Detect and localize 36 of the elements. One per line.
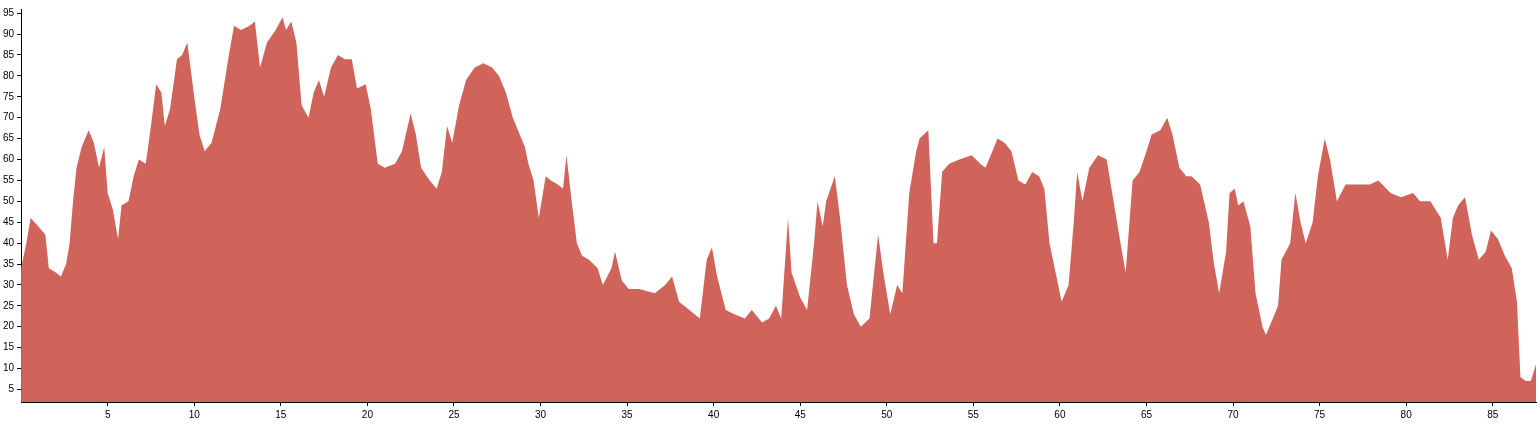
y-tick-label: 95 xyxy=(3,6,15,18)
x-tick-label: 70 xyxy=(1227,408,1240,420)
y-tick-label: 10 xyxy=(3,362,15,374)
y-tick-label: 35 xyxy=(3,257,15,269)
y-tick-label: 50 xyxy=(3,195,15,207)
y-tick-label: 15 xyxy=(3,341,15,353)
x-tick-label: 60 xyxy=(1054,408,1066,420)
y-tick-label: 20 xyxy=(3,320,15,332)
y-tick-label: 40 xyxy=(3,236,15,248)
x-tick-label: 20 xyxy=(361,408,374,420)
x-tick-label: 10 xyxy=(188,408,201,420)
y-tick-label: 65 xyxy=(3,132,15,144)
y-tick-label: 25 xyxy=(3,299,15,311)
x-tick-label: 65 xyxy=(1140,408,1153,420)
x-tick-label: 30 xyxy=(534,408,547,420)
y-tick-label: 60 xyxy=(3,153,15,165)
x-tick-label: 15 xyxy=(275,408,287,420)
x-tick-label: 25 xyxy=(448,408,460,420)
y-tick-label: 90 xyxy=(3,27,15,39)
y-tick-label: 85 xyxy=(3,48,15,60)
x-tick-label: 45 xyxy=(794,408,807,420)
x-tick-label: 55 xyxy=(967,408,980,420)
x-tick-label: 80 xyxy=(1400,408,1413,420)
y-tick-label: 5 xyxy=(8,383,15,395)
y-tick-label: 70 xyxy=(3,111,15,123)
x-tick-label: 40 xyxy=(708,408,720,420)
x-tick-label: 85 xyxy=(1487,408,1499,420)
y-tick-label: 80 xyxy=(3,69,15,81)
y-tick-label: 75 xyxy=(3,90,15,102)
y-tick-label: 45 xyxy=(3,215,15,227)
x-tick-label: 50 xyxy=(881,408,893,420)
x-tick-label: 5 xyxy=(104,408,111,420)
y-tick-label: 55 xyxy=(3,174,15,186)
x-tick-label: 75 xyxy=(1314,408,1326,420)
x-tick-label: 35 xyxy=(621,408,634,420)
y-tick-label: 30 xyxy=(3,278,15,290)
